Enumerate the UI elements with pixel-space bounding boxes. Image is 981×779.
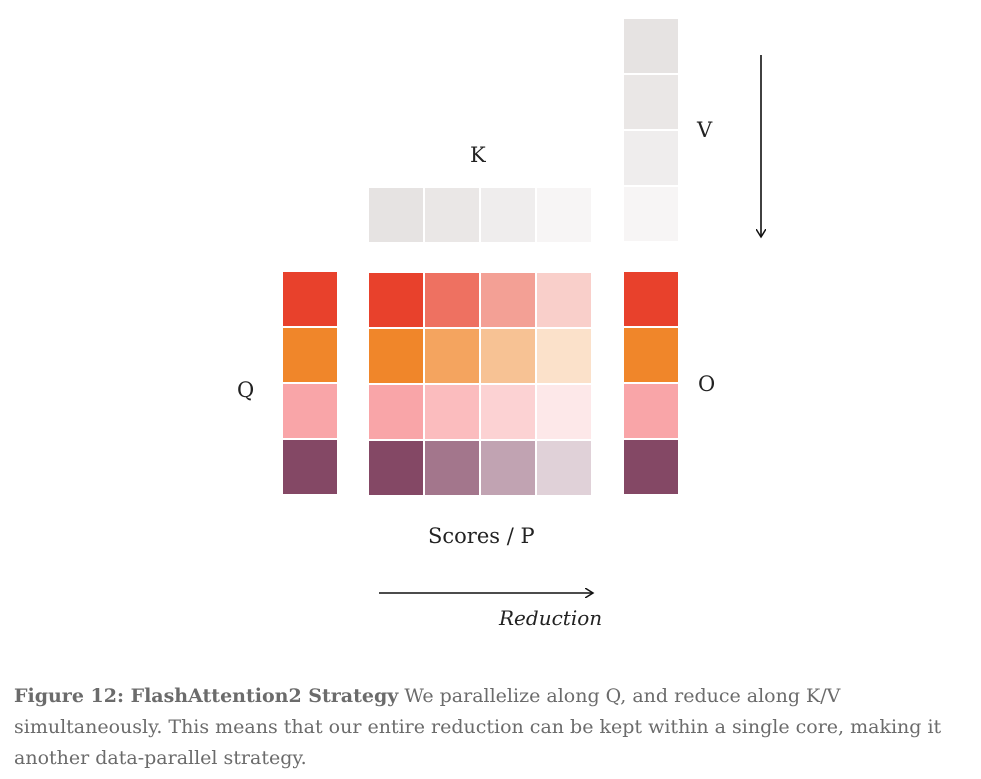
q-tile	[283, 272, 337, 326]
k-tile	[425, 188, 479, 242]
score-tile	[369, 441, 423, 495]
score-tile	[537, 385, 591, 439]
o-tile	[624, 384, 678, 438]
v-tile	[624, 187, 678, 241]
score-tile	[369, 385, 423, 439]
v-matrix	[624, 19, 678, 241]
figure-caption: Figure 12: FlashAttention2 Strategy We p…	[14, 681, 974, 774]
v-label: V	[697, 118, 713, 142]
k-label: K	[470, 143, 486, 167]
scores-label: Scores / P	[428, 524, 535, 548]
o-matrix	[624, 272, 678, 494]
score-tile	[537, 273, 591, 327]
k-tile	[481, 188, 535, 242]
v-tile	[624, 19, 678, 73]
score-tile	[481, 441, 535, 495]
k-tile	[369, 188, 423, 242]
score-tile	[481, 273, 535, 327]
o-tile	[624, 272, 678, 326]
score-tile	[481, 385, 535, 439]
reduction-label: Reduction	[499, 606, 603, 630]
q-matrix	[283, 272, 337, 494]
q-label: Q	[237, 378, 255, 402]
v-tile	[624, 75, 678, 129]
caption-text: We parallelize along Q, and reduce along…	[14, 685, 942, 769]
score-tile	[425, 329, 479, 383]
q-tile	[283, 384, 337, 438]
score-tile	[425, 273, 479, 327]
o-tile	[624, 440, 678, 494]
v-tile	[624, 131, 678, 185]
caption-title: Figure 12: FlashAttention2 Strategy	[14, 685, 399, 707]
k-tile	[537, 188, 591, 242]
o-label: O	[698, 372, 716, 396]
o-tile	[624, 328, 678, 382]
score-tile	[481, 329, 535, 383]
q-tile	[283, 440, 337, 494]
k-matrix	[369, 188, 591, 242]
score-tile	[425, 385, 479, 439]
q-tile	[283, 328, 337, 382]
scores-matrix	[369, 273, 591, 495]
score-tile	[425, 441, 479, 495]
score-tile	[369, 273, 423, 327]
score-tile	[537, 441, 591, 495]
score-tile	[369, 329, 423, 383]
score-tile	[537, 329, 591, 383]
